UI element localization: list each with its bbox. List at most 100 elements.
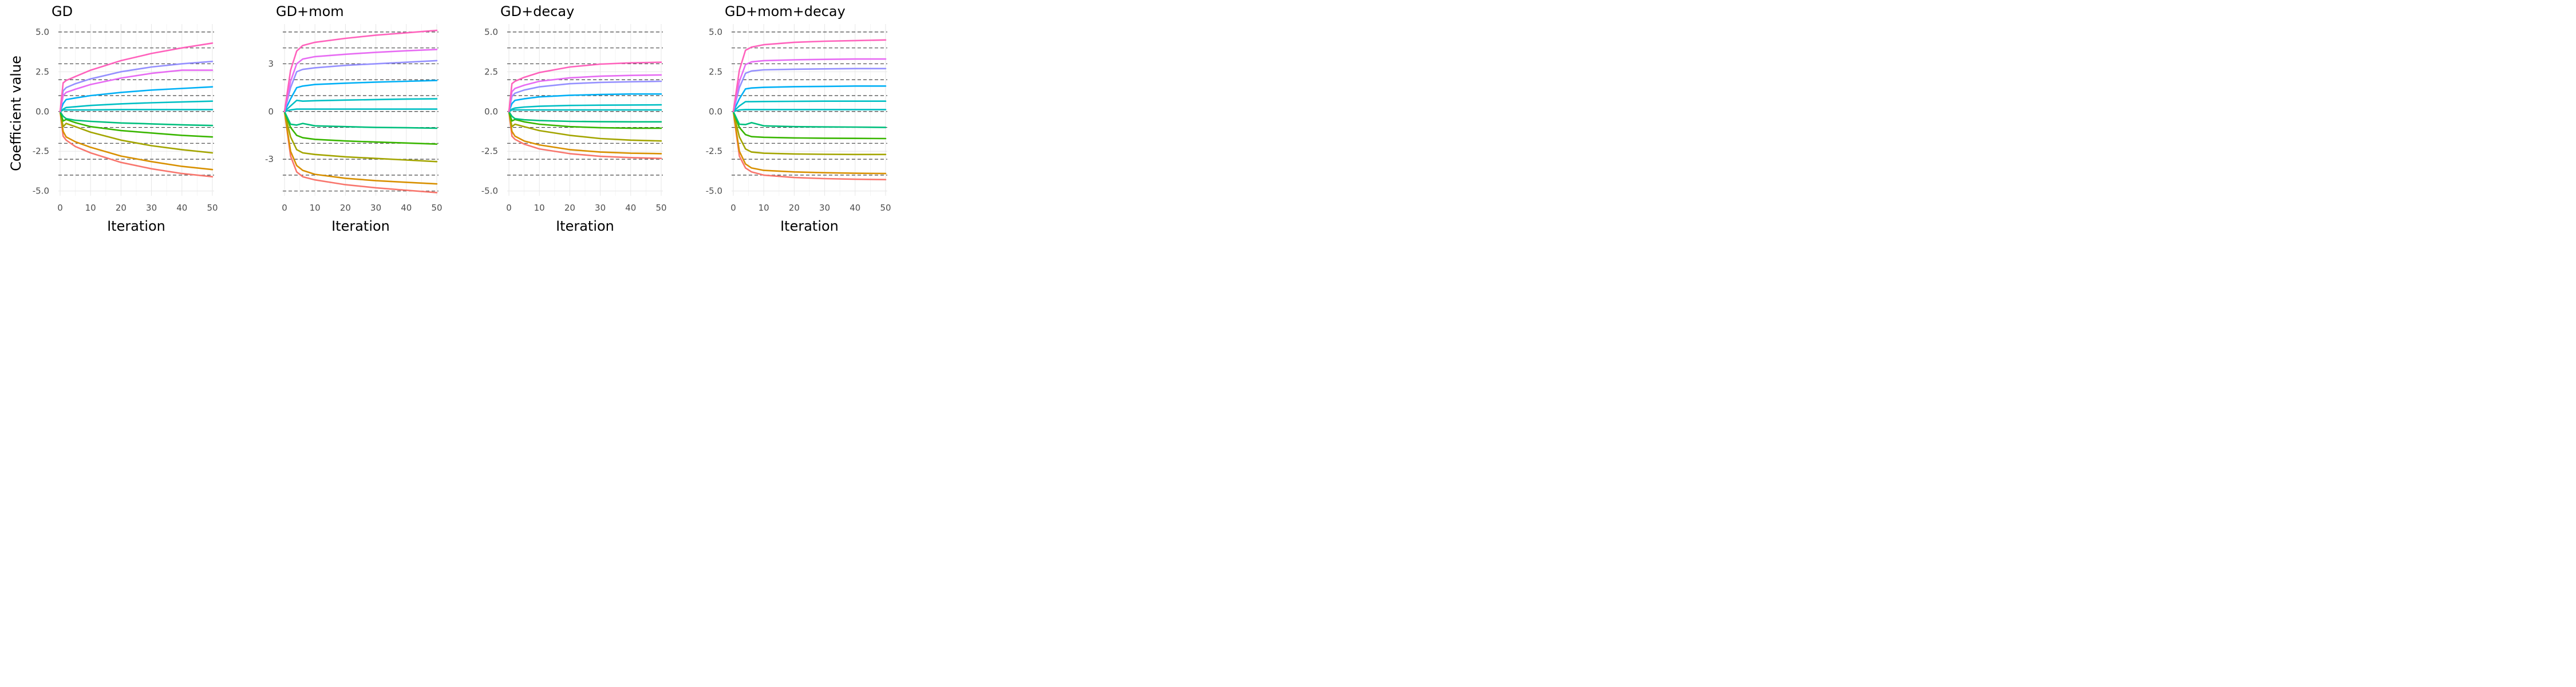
panel-3: GD+decay -5.0 -2.5 0.0 2.5 5.0 0 10 20 30 40 50 Iter… [481, 3, 667, 234]
series-line [283, 80, 438, 113]
y-tick-label: 0.0 [35, 106, 49, 117]
series-line [283, 110, 438, 185]
x-tick-label: 0 [506, 203, 512, 213]
x-axis-title: Iteration [556, 218, 614, 234]
series-line [59, 42, 214, 113]
series-line [508, 110, 662, 123]
series-line [59, 110, 214, 171]
series-line [508, 110, 662, 129]
series-line [732, 110, 887, 156]
panels: GD-5.0-2.50.02.55.00 10 20 30 40 50IterationG… [33, 3, 891, 234]
y-tick-label: -2.5 [481, 146, 498, 156]
series-line [732, 85, 887, 113]
series-line [283, 29, 438, 113]
series-line [59, 86, 214, 113]
series-line [508, 110, 662, 159]
x-tick-label: 40 [401, 203, 412, 213]
x-tick-label: 40 [850, 203, 860, 213]
panel-title: GD+mom [276, 3, 344, 19]
y-tick-label: 0 [268, 106, 274, 117]
y-tick-label: 5.0 [709, 27, 722, 37]
y-tick-label: -2.5 [706, 146, 722, 156]
series-line [283, 110, 438, 194]
x-axis-title: Iteration [331, 218, 390, 234]
series-line [59, 69, 214, 113]
x-tick-label: 20 [116, 203, 127, 213]
series-line [283, 110, 438, 145]
y-tick-label: -2.5 [33, 146, 49, 156]
x-tick-label: 30 [370, 203, 381, 213]
x-tick-label: 50 [655, 203, 666, 213]
x-tick-label: 10 [758, 203, 769, 213]
y-tick-label: 2.5 [709, 66, 722, 77]
series-line [732, 68, 887, 113]
y-tick-label: -5.0 [481, 186, 498, 196]
x-axis-title: Iteration [780, 218, 839, 234]
series-line [508, 80, 662, 113]
series-line [732, 39, 887, 113]
y-tick-label: 0.0 [709, 106, 722, 117]
x-tick-label: 30 [595, 203, 606, 213]
x-tick-label: 20 [340, 203, 351, 213]
series-line [59, 109, 214, 113]
panel-1: GD -5.0 -2.5 0.0 2.5 5.0 0 10 20 30 40 50 Iteration [33, 3, 218, 234]
series-line [508, 110, 662, 155]
panel-4: GD+mom+decay -5.0 -2.5 0.0 2.5 5.0 0 10 20 30 40 50… [706, 3, 891, 234]
y-tick-label: 5.0 [35, 27, 49, 37]
series-line [508, 110, 662, 142]
series-line [283, 49, 438, 113]
x-tick-label: 10 [85, 203, 96, 213]
series-line [283, 98, 438, 113]
y-tick-label: 0.0 [484, 106, 498, 117]
series-line [283, 110, 438, 163]
series-line [732, 110, 887, 175]
series-line [732, 100, 887, 113]
x-tick-label: 30 [819, 203, 830, 213]
x-tick-label: 10 [310, 203, 321, 213]
series-line [508, 61, 662, 113]
series-line [283, 108, 438, 113]
x-tick-label: 50 [880, 203, 891, 213]
y-tick-label: 2.5 [35, 66, 49, 77]
x-tick-label: 30 [146, 203, 157, 213]
figure: Coefficient value GD -5.0 -2.5 0.0 2.5 5.0 0 10… [8, 3, 891, 234]
series-line [732, 58, 887, 113]
y-tick-label: 5.0 [484, 27, 498, 37]
y-tick-label: -5.0 [33, 186, 49, 196]
series-line [732, 109, 887, 113]
series-line [59, 61, 214, 113]
x-tick-label: 20 [564, 203, 575, 213]
y-tick-label: 3 [268, 58, 274, 69]
x-tick-label: 50 [207, 203, 218, 213]
panel-title: GD [52, 3, 73, 19]
x-tick-label: 40 [625, 203, 636, 213]
series-line [59, 110, 214, 127]
series-line [732, 110, 887, 140]
series-line [59, 110, 214, 154]
series-line [508, 104, 662, 113]
series-line [732, 110, 887, 128]
series-line [59, 100, 214, 113]
y-tick-label: 2.5 [484, 66, 498, 77]
series-line [508, 93, 662, 113]
series-line [508, 74, 662, 113]
y-tick-label: -5.0 [706, 186, 722, 196]
y-axis-title: Coefficient value [8, 56, 24, 171]
series-line [283, 110, 438, 129]
x-tick-label: 40 [176, 203, 187, 213]
panel-title: GD+decay [500, 3, 574, 19]
x-tick-label: 20 [789, 203, 800, 213]
y-tick-label: -3 [265, 154, 274, 164]
x-axis-title: Iteration [107, 218, 165, 234]
x-tick-label: 50 [431, 203, 442, 213]
x-tick-label: 10 [534, 203, 545, 213]
series-line [508, 109, 662, 113]
x-tick-label: 0 [730, 203, 736, 213]
panel-title: GD+mom+decay [725, 3, 846, 19]
series-line [283, 60, 438, 113]
series-line [59, 110, 214, 177]
x-tick-label: 0 [57, 203, 63, 213]
x-tick-label: 0 [282, 203, 287, 213]
series-line [59, 110, 214, 138]
series-line [732, 110, 887, 180]
